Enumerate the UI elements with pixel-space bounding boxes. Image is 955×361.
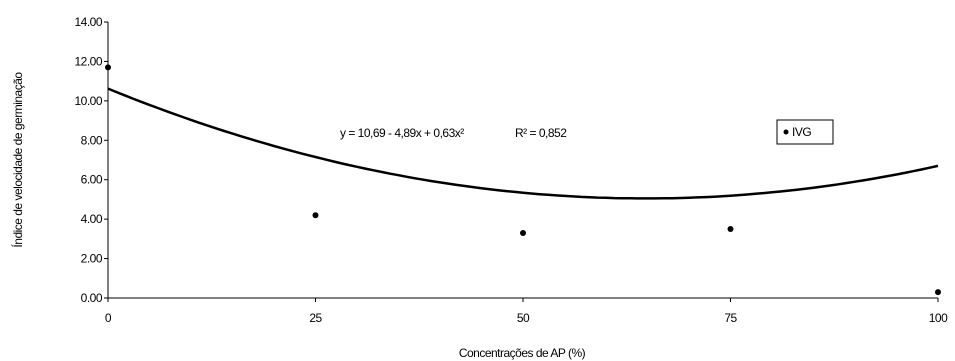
data-point	[935, 289, 941, 296]
data-point	[105, 64, 111, 71]
trendline	[107, 87, 939, 200]
legend-label: IVG	[792, 125, 811, 139]
y-tick-label: 2.00	[81, 252, 103, 266]
legend: IVG	[776, 119, 834, 145]
x-tick-label: 75	[724, 311, 737, 325]
y-tick-label: 6.00	[81, 173, 103, 187]
data-point	[727, 226, 734, 232]
y-tick-label: 14.00	[74, 15, 102, 29]
y-axis-title: Índice de velocidade de germinação	[10, 72, 25, 248]
trendline-group	[107, 87, 939, 200]
x-tick-label: 25	[309, 311, 322, 325]
data-point	[312, 212, 319, 219]
x-tick-label: 50	[517, 311, 530, 325]
y-tick-label: 8.00	[81, 133, 103, 147]
r-squared-label: R² = 0,852	[515, 126, 567, 140]
y-tick-label: 10.00	[74, 94, 102, 108]
y-tick-label: 4.00	[81, 212, 103, 226]
x-axis: 0 25 50 75 100	[105, 297, 949, 325]
legend-marker-icon	[783, 129, 789, 135]
x-tick-label: 100	[929, 311, 948, 325]
x-tick-label: 0	[105, 311, 112, 325]
y-axis: 0.00 2.00 4.00 6.00 8.00 10.00 12.00 14.00	[74, 15, 109, 305]
trendline-equation: y = 10,69 - 4,89x + 0,63x²	[340, 126, 464, 140]
data-points	[105, 64, 941, 296]
data-point	[520, 229, 526, 236]
x-axis-title: Concentrações de AP (%)	[459, 346, 586, 360]
y-tick-label: 0.00	[81, 291, 103, 305]
y-tick-label: 12.00	[74, 54, 102, 68]
